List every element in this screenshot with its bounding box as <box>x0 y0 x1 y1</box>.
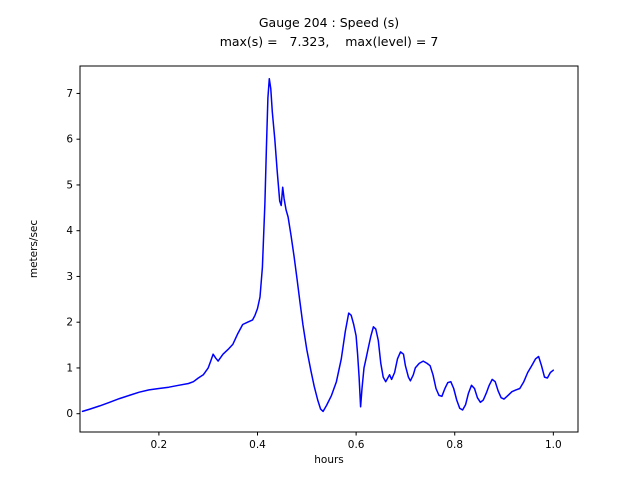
y-tick-label: 7 <box>66 88 73 100</box>
chart-title: Gauge 204 : Speed (s) <box>258 15 400 30</box>
x-tick-label: 0.4 <box>249 439 266 451</box>
y-tick-label: 5 <box>66 179 73 191</box>
x-tick-label: 0.8 <box>446 439 463 451</box>
x-axis-label: hours <box>314 454 344 466</box>
y-tick-label: 3 <box>66 271 73 283</box>
y-tick-label: 2 <box>66 317 73 329</box>
x-tick-label: 1.0 <box>545 439 562 451</box>
y-tick-label: 1 <box>66 362 73 374</box>
chart-subtitle: max(s) = 7.323, max(level) = 7 <box>219 34 439 49</box>
y-tick-label: 4 <box>66 225 73 237</box>
y-tick-label: 0 <box>66 408 73 420</box>
speed-line <box>81 77 555 413</box>
y-tick-label: 6 <box>66 134 73 146</box>
x-tick-label: 0.6 <box>348 439 365 451</box>
axes-frame <box>79 65 579 433</box>
x-tick-label: 0.2 <box>151 439 168 451</box>
y-axis-label: meters/sec <box>28 219 40 279</box>
title-block: Gauge 204 : Speed (s) max(s) = 7.323, ma… <box>80 13 578 51</box>
